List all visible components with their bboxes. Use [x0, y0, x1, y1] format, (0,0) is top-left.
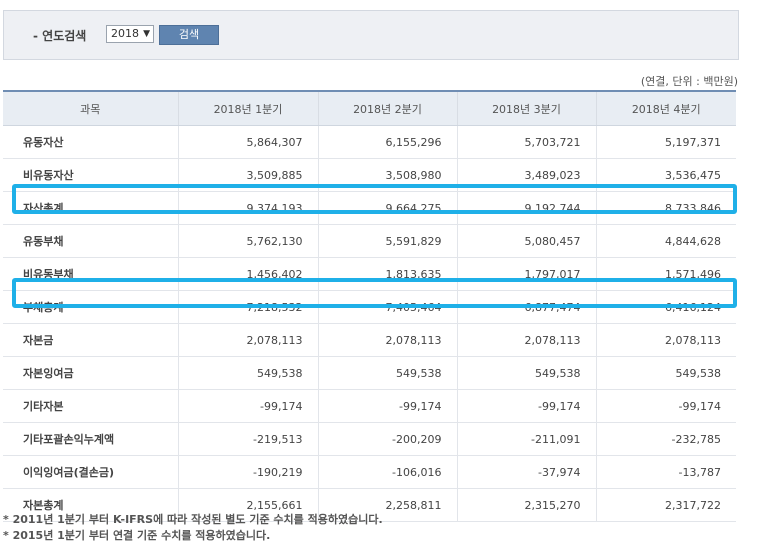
row-item-label: 자본잉여금	[3, 356, 178, 390]
row-item-label: 이익잉여금(결손금)	[3, 455, 178, 489]
cell-value: 5,591,829	[317, 224, 457, 258]
year-select-value: 2018	[111, 27, 139, 40]
cell-value: 4,844,628	[595, 224, 736, 258]
row-item-label: 자본금	[3, 323, 178, 357]
header-q2: 2018년 2분기	[317, 90, 457, 126]
table-row: 비유동자산 3,509,885 3,508,980 3,489,023 3,536,47…	[3, 158, 736, 192]
year-select[interactable]: 2018 ▼	[106, 25, 154, 43]
cell-value: -37,974	[456, 455, 596, 489]
cell-value: 5,762,130	[177, 224, 318, 258]
cell-value: -99,174	[317, 389, 457, 423]
cell-value: 5,703,721	[456, 125, 596, 159]
cell-value: -99,174	[595, 389, 736, 423]
row-item-label: 부채총계	[3, 290, 178, 324]
header-item: 과목	[3, 90, 178, 126]
table-row: 자본잉여금 549,538 549,538 549,538 549,538	[3, 356, 736, 390]
cell-value: 2,315,270	[456, 488, 596, 522]
table-row: 기타자본 -99,174 -99,174 -99,174 -99,174	[3, 389, 736, 423]
cell-value: 2,155,661	[177, 488, 318, 522]
table-row: 자산총계 9,374,193 9,664,275 9,192,744 8,733,846	[3, 191, 736, 225]
table-row: 기타포괄손익누계액 -219,513 -200,209 -211,091 -232,78…	[3, 422, 736, 456]
row-item-label: 유동부채	[3, 224, 178, 258]
cell-value: -232,785	[595, 422, 736, 456]
cell-value: 1,797,017	[456, 257, 596, 291]
cell-value: 1,571,496	[595, 257, 736, 291]
cell-value: 7,405,464	[317, 290, 457, 324]
row-item-label: 비유동부채	[3, 257, 178, 291]
table-header-row: 과목 2018년 1분기 2018년 2분기 2018년 3분기 2018년 4…	[3, 90, 736, 126]
cell-value: -99,174	[177, 389, 318, 423]
cell-value: 2,078,113	[456, 323, 596, 357]
cell-value: 2,078,113	[595, 323, 736, 357]
unit-note: (연결, 단위 : 백만원)	[640, 75, 738, 88]
table-row: 자본총계 2,155,661 2,258,811 2,315,270 2,317,722	[3, 488, 736, 522]
cell-value: -13,787	[595, 455, 736, 489]
cell-value: 5,197,371	[595, 125, 736, 159]
cell-value: 2,317,722	[595, 488, 736, 522]
year-search-panel: - 연도검색 2018 ▼ 검색	[3, 10, 739, 60]
row-item-label: 기타포괄손익누계액	[3, 422, 178, 456]
row-item-label: 자본총계	[3, 488, 178, 522]
table-row: 유동부채 5,762,130 5,591,829 5,080,457 4,844,628	[3, 224, 736, 258]
table-row: 부채총계 7,218,532 7,405,464 6,877,474 6,416,124	[3, 290, 736, 324]
header-q1: 2018년 1분기	[177, 90, 318, 126]
table-row: 유동자산 5,864,307 6,155,296 5,703,721 5,197,371	[3, 125, 736, 159]
row-item-label: 자산총계	[3, 191, 178, 225]
cell-value: 549,538	[317, 356, 457, 390]
cell-value: 9,374,193	[177, 191, 318, 225]
cell-value: 2,258,811	[317, 488, 457, 522]
row-item-label: 기타자본	[3, 389, 178, 423]
cell-value: 3,489,023	[456, 158, 596, 192]
table-row: 자본금 2,078,113 2,078,113 2,078,113 2,078,113	[3, 323, 736, 357]
cell-value: -99,174	[456, 389, 596, 423]
cell-value: -211,091	[456, 422, 596, 456]
cell-value: 5,864,307	[177, 125, 318, 159]
table-row: 이익잉여금(결손금) -190,219 -106,016 -37,974 -13,787	[3, 455, 736, 489]
footnote-kifrs: * 2011년 1분기 부터 K-IFRS에 따라 작성된 별도 기준 수치를 …	[3, 513, 383, 526]
cell-value: -190,219	[177, 455, 318, 489]
row-item-label: 비유동자산	[3, 158, 178, 192]
cell-value: 7,218,532	[177, 290, 318, 324]
cell-value: 6,155,296	[317, 125, 457, 159]
cell-value: 3,536,475	[595, 158, 736, 192]
header-q3: 2018년 3분기	[456, 90, 596, 126]
cell-value: 3,509,885	[177, 158, 318, 192]
cell-value: 9,192,744	[456, 191, 596, 225]
cell-value: -219,513	[177, 422, 318, 456]
footnote-consolidated: * 2015년 1분기 부터 연결 기준 수치를 적용하였습니다.	[3, 529, 271, 542]
chevron-down-icon: ▼	[143, 29, 150, 39]
cell-value: 8,733,846	[595, 191, 736, 225]
cell-value: 549,538	[456, 356, 596, 390]
financial-table: 과목 2018년 1분기 2018년 2분기 2018년 3분기 2018년 4…	[3, 90, 736, 522]
year-search-label: - 연도검색	[33, 29, 87, 43]
cell-value: 549,538	[595, 356, 736, 390]
cell-value: 2,078,113	[177, 323, 318, 357]
cell-value: 6,877,474	[456, 290, 596, 324]
cell-value: 3,508,980	[317, 158, 457, 192]
cell-value: 6,416,124	[595, 290, 736, 324]
cell-value: -106,016	[317, 455, 457, 489]
table-row: 비유동부채 1,456,402 1,813,635 1,797,017 1,571,49…	[3, 257, 736, 291]
cell-value: 1,456,402	[177, 257, 318, 291]
cell-value: 5,080,457	[456, 224, 596, 258]
header-q4: 2018년 4분기	[595, 90, 736, 126]
cell-value: 9,664,275	[317, 191, 457, 225]
cell-value: 1,813,635	[317, 257, 457, 291]
cell-value: 549,538	[177, 356, 318, 390]
search-button[interactable]: 검색	[159, 25, 219, 45]
cell-value: -200,209	[317, 422, 457, 456]
row-item-label: 유동자산	[3, 125, 178, 159]
cell-value: 2,078,113	[317, 323, 457, 357]
